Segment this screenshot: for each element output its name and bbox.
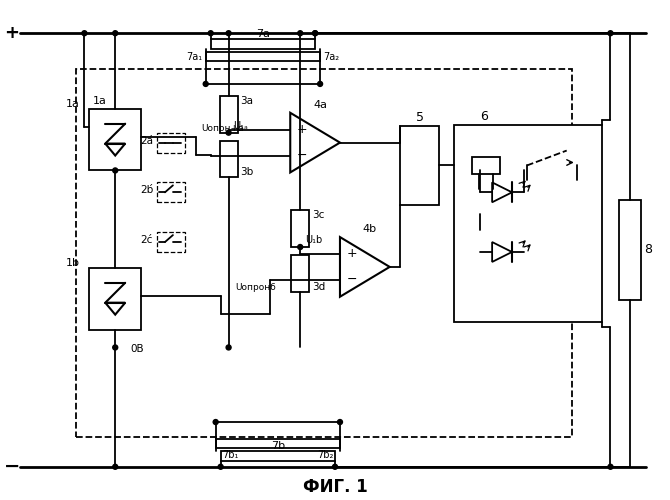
Text: Uопронб: Uопронб [236,283,276,292]
Text: 2ć: 2ć [141,235,153,245]
Bar [454,124,602,322]
Bar [157,132,185,152]
Text: −: − [346,274,357,286]
Text: 1а: 1а [92,96,107,106]
Bar [206,52,320,61]
Circle shape [608,30,613,36]
Text: 0В: 0В [130,344,144,354]
Bar [157,182,185,203]
Circle shape [313,30,318,36]
Circle shape [608,464,613,469]
Text: +: + [4,24,19,42]
Circle shape [338,420,342,424]
Bar [157,232,185,252]
Text: ФИГ. 1: ФИГ. 1 [303,478,367,496]
Text: 1b: 1b [66,258,80,268]
Bar [291,210,309,247]
Bar [291,255,309,292]
Text: 2а́: 2а́ [140,136,153,145]
Circle shape [297,244,303,250]
Text: 7b₁: 7b₁ [222,450,239,460]
Circle shape [113,168,118,173]
Text: +: + [346,248,357,260]
Circle shape [297,30,303,36]
Bar [220,451,335,461]
Text: Uопон+а: Uопон+а [201,124,243,133]
Text: 3b: 3b [241,168,254,177]
Bar [220,140,238,177]
Bar [89,109,141,170]
Bar [210,39,315,49]
Text: 3d: 3d [312,282,326,292]
Text: −: − [3,458,20,476]
Circle shape [218,464,223,469]
Text: U₁ₐ: U₁ₐ [234,120,249,130]
Circle shape [213,420,218,424]
Bar [216,439,340,448]
Circle shape [82,30,87,36]
Bar [76,69,572,437]
Text: −: − [297,149,308,162]
Circle shape [113,345,118,350]
Text: 7а₁: 7а₁ [187,52,203,62]
Text: 7b₂: 7b₂ [317,450,333,460]
Bar [619,200,641,300]
Circle shape [203,82,208,86]
Circle shape [208,30,213,36]
Text: U₁b: U₁b [305,235,322,245]
Bar [399,126,440,205]
Bar [89,268,141,330]
Text: 7а₂: 7а₂ [323,52,339,62]
Text: 3c: 3c [312,210,324,220]
Text: 2b́: 2b́ [140,186,153,196]
Text: 7а: 7а [256,29,270,39]
Circle shape [318,82,322,86]
Text: 7b: 7b [271,441,285,451]
Text: 6: 6 [480,110,488,123]
Bar [472,156,500,174]
Text: 4b: 4b [362,224,377,234]
Text: +: + [297,123,308,136]
Text: 1а: 1а [66,99,80,109]
Text: 4а: 4а [313,100,327,110]
Text: 8: 8 [645,244,653,256]
Circle shape [226,130,231,135]
Circle shape [113,30,118,36]
Bar [220,96,238,132]
Text: 3а: 3а [241,96,253,106]
Text: 5: 5 [415,111,423,124]
Circle shape [226,30,231,36]
Circle shape [226,345,231,350]
Circle shape [332,464,338,469]
Circle shape [313,30,318,36]
Circle shape [113,464,118,469]
